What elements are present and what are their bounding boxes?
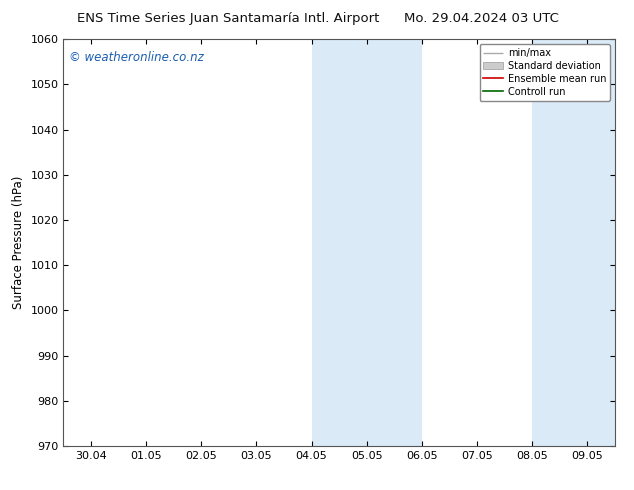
Bar (533, 39, 634, 446)
Bar (366, 39, 422, 446)
Bar (312, 39, 367, 446)
Text: © weatheronline.co.nz: © weatheronline.co.nz (69, 51, 204, 64)
Text: Mo. 29.04.2024 03 UTC: Mo. 29.04.2024 03 UTC (404, 12, 559, 25)
Legend: min/max, Standard deviation, Ensemble mean run, Controll run: min/max, Standard deviation, Ensemble me… (479, 44, 610, 100)
Y-axis label: Surface Pressure (hPa): Surface Pressure (hPa) (12, 176, 25, 309)
Text: ENS Time Series Juan Santamaría Intl. Airport: ENS Time Series Juan Santamaría Intl. Ai… (77, 12, 379, 25)
